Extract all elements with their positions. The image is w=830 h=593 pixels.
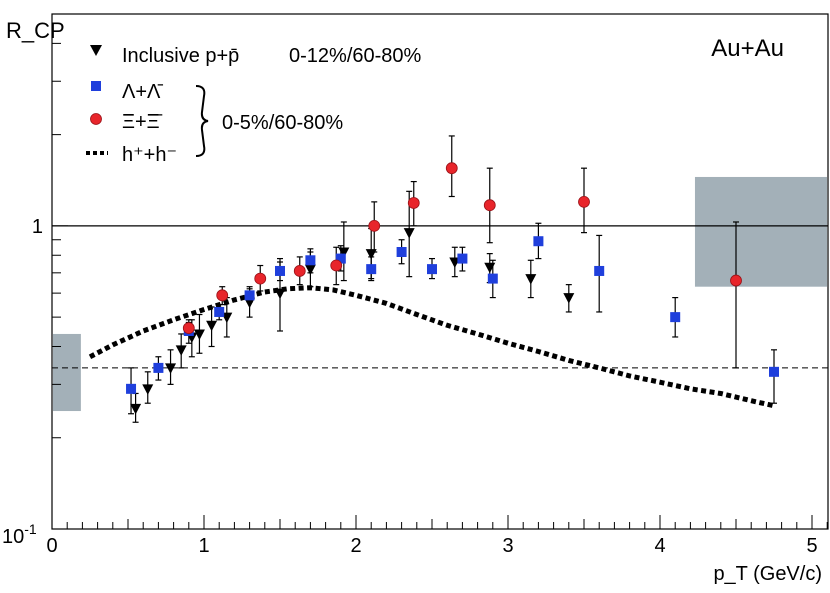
x-tick-label: 0 [46, 535, 57, 557]
legend-marker-xi [90, 113, 102, 125]
data-point-lambda [305, 255, 316, 266]
x-tick-label: 4 [654, 535, 665, 557]
data-markers [126, 162, 779, 415]
data-point-inclusive-proton [175, 345, 187, 356]
y-tick-label-exponent: -1 [24, 521, 37, 537]
hadron-curve-layer [88, 285, 775, 409]
legend-label-xi: Ξ+Ξ̄ [122, 111, 163, 133]
data-point-inclusive-proton [338, 247, 350, 259]
legend: Inclusive p+p̄ 0-12%/60-80% Λ+Λ̄ Ξ+Ξ̄ h⁺… [86, 45, 422, 166]
legend-brace [195, 85, 209, 157]
legend-label-hadron: h⁺+h⁻ [122, 144, 177, 166]
plot-frame [51, 13, 829, 530]
data-point-inclusive-proton [484, 262, 496, 274]
y-tick-label: 10-1 [2, 521, 37, 548]
data-point-lambda [366, 264, 377, 275]
data-point-lambda [769, 366, 779, 377]
x-tick-label: 5 [806, 535, 817, 557]
data-point-lambda [275, 265, 285, 276]
data-point-inclusive-proton [274, 288, 286, 300]
data-point-lambda [487, 273, 498, 284]
data-point-lambda [670, 312, 681, 323]
x-axis-label: p_T (GeV/c) [713, 563, 822, 585]
chart-title: Au+Au [711, 35, 784, 62]
data-point-xi [730, 274, 742, 287]
x-tick-label: 3 [502, 535, 513, 557]
legend-marker-lambda [91, 81, 101, 91]
axes: 0 1 2 3 4 5 1 10-1 [2, 13, 829, 557]
systematic-band-1 [694, 176, 827, 287]
y-axis-label: R_CP [6, 18, 65, 43]
data-point-xi [578, 195, 590, 208]
data-point-lambda [427, 264, 437, 275]
data-point-inclusive-proton [206, 320, 218, 332]
y-tick-label-base: 10 [2, 526, 24, 548]
legend-label-inclusive: Inclusive p+p̄ [122, 45, 239, 67]
data-point-lambda [335, 253, 346, 264]
hadron-curve [88, 285, 775, 409]
data-point-xi [407, 197, 420, 209]
systematic-bands [53, 176, 827, 412]
reference-lines [52, 225, 828, 369]
data-point-inclusive-proton [525, 274, 537, 285]
data-point-inclusive-proton [193, 329, 205, 340]
data-point-lambda [126, 383, 137, 394]
y-tick-label: 1 [32, 216, 43, 238]
x-tick-label: 1 [198, 535, 209, 557]
x-tick-label: 2 [350, 535, 361, 557]
data-point-xi [330, 259, 343, 272]
legend-marker-inclusive [90, 45, 102, 56]
data-point-xi [216, 289, 229, 302]
data-point-lambda [594, 265, 605, 276]
data-point-lambda [396, 247, 407, 258]
systematic-band-0 [53, 333, 81, 412]
data-point-lambda [457, 253, 468, 264]
legend-label-lambda: Λ+Λ̄ [122, 81, 163, 103]
legend-centrality-strange: 0-5%/60-80% [222, 112, 343, 134]
data-point-lambda [533, 236, 544, 247]
data-point-xi [182, 322, 195, 335]
data-point-xi [445, 162, 458, 175]
data-point-inclusive-proton [130, 403, 142, 415]
data-point-inclusive-proton [403, 228, 415, 239]
data-point-inclusive-proton [165, 363, 177, 374]
data-point-inclusive-proton [142, 384, 154, 395]
data-point-inclusive-proton [365, 249, 377, 260]
data-point-xi [254, 272, 267, 285]
data-point-inclusive-proton [563, 293, 575, 304]
data-point-lambda [244, 290, 255, 301]
data-point-lambda [214, 306, 225, 317]
data-point-xi [483, 199, 496, 212]
data-point-inclusive-proton [304, 264, 316, 276]
data-point-xi [293, 265, 306, 277]
data-point-xi [368, 219, 381, 232]
legend-centrality-inclusive: 0-12%/60-80% [289, 45, 422, 67]
data-point-lambda [153, 362, 164, 373]
